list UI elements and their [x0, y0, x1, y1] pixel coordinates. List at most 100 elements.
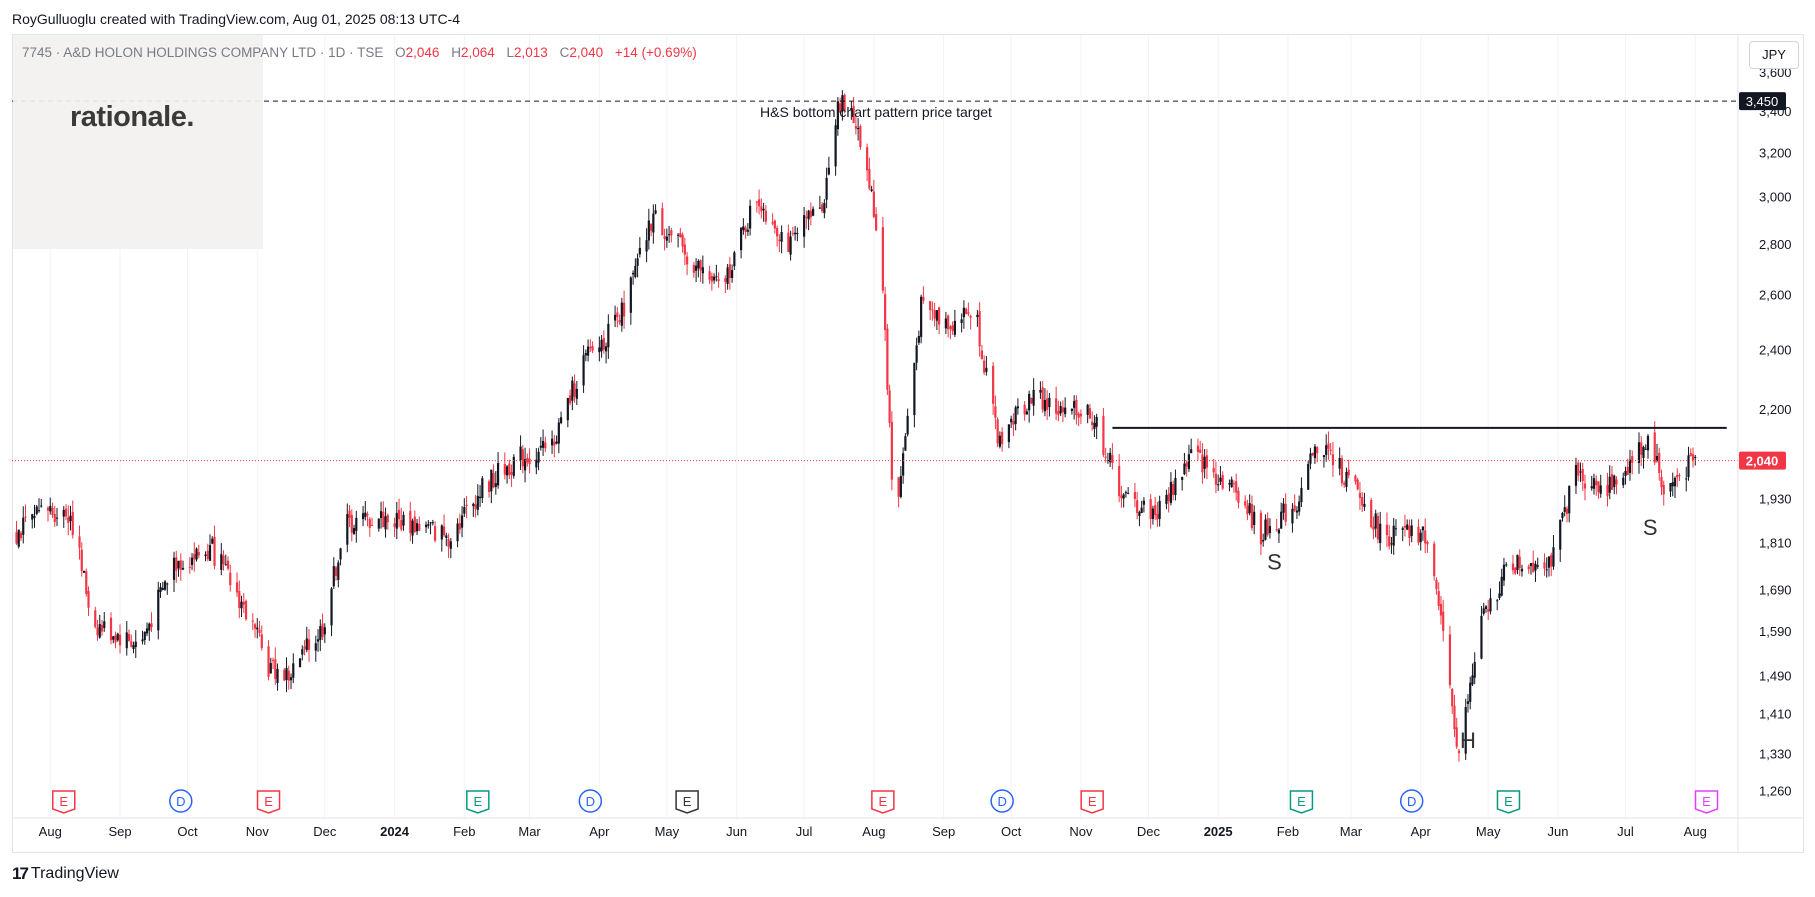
candle-body	[1406, 524, 1409, 530]
candle-body	[334, 567, 338, 576]
candle-body	[1455, 727, 1458, 747]
candle-body	[134, 641, 137, 648]
candle-body	[1660, 476, 1663, 488]
candle-body	[55, 517, 59, 519]
earnings-event-icon[interactable]	[1496, 790, 1521, 814]
candle-body	[292, 663, 295, 678]
candle-body	[992, 365, 995, 404]
candle-body	[80, 549, 83, 571]
candle-body	[713, 276, 716, 281]
candle-body	[1592, 478, 1596, 489]
candle-body	[1561, 512, 1564, 519]
candle-body	[505, 466, 509, 476]
candle-body	[528, 458, 531, 465]
candle-body	[843, 94, 846, 111]
tradingview-brand: TradingView	[30, 865, 119, 882]
candle-body	[875, 214, 878, 231]
candle-body	[805, 216, 808, 218]
candle-body	[1048, 397, 1051, 408]
earnings-event-icon[interactable]	[1080, 790, 1104, 814]
candle-body	[762, 208, 765, 211]
candle-body	[834, 125, 837, 167]
candle-body	[1563, 507, 1566, 512]
candle-body	[1025, 411, 1028, 415]
candle-body	[812, 208, 815, 216]
candle-body	[902, 453, 905, 476]
candle-body	[1532, 562, 1535, 573]
candle-body	[413, 516, 416, 532]
candle-body	[211, 538, 214, 544]
candle-body	[1547, 556, 1551, 568]
candle-body	[224, 564, 227, 566]
candle-body	[1232, 483, 1236, 485]
dividend-event-icon[interactable]	[578, 789, 603, 813]
candle-body	[1028, 393, 1031, 411]
candle-body	[906, 415, 909, 435]
earnings-event-icon[interactable]	[52, 790, 76, 814]
candle-body	[1122, 494, 1125, 499]
candle-body	[708, 271, 711, 280]
candle-body	[1322, 455, 1326, 458]
currency-button[interactable]: JPY	[1749, 41, 1799, 69]
candle-body	[321, 623, 324, 638]
candle-body	[1671, 482, 1674, 487]
candle-body	[1205, 455, 1209, 468]
candle-body	[242, 601, 245, 605]
candle-body	[1502, 564, 1506, 581]
candle-body	[541, 440, 545, 448]
earnings-event-icon[interactable]	[871, 790, 895, 814]
candle-body	[1559, 519, 1562, 550]
candle-body	[213, 536, 216, 566]
candle-body	[346, 514, 349, 545]
candle-body	[1313, 446, 1317, 459]
candle-body	[1622, 477, 1625, 486]
candle-body	[573, 383, 576, 397]
dividend-event-icon[interactable]	[990, 789, 1014, 813]
earnings-event-icon[interactable]	[1289, 790, 1314, 814]
candle-body	[836, 101, 839, 130]
candle-body	[172, 557, 176, 580]
candle-body	[1221, 475, 1224, 489]
chart-panel[interactable]	[12, 34, 1804, 853]
candle-body	[807, 210, 810, 220]
candle-body	[145, 628, 149, 634]
candle-body	[771, 222, 774, 224]
candle-body	[920, 296, 923, 337]
dividend-event-icon[interactable]	[169, 789, 193, 813]
earnings-event-icon[interactable]	[1694, 790, 1719, 814]
candle-body	[827, 167, 830, 175]
candle-body	[175, 557, 178, 571]
symbol-legend[interactable]: 7745 · A&D HOLON HOLDINGS COMPANY LTD · …	[22, 45, 697, 60]
candle-body	[913, 362, 916, 416]
candle-body	[967, 312, 970, 314]
candle-body	[492, 472, 495, 488]
earnings-event-icon[interactable]	[466, 790, 490, 814]
candle-body	[1615, 479, 1618, 485]
candle-body	[1032, 389, 1035, 406]
candle-body	[1487, 609, 1490, 612]
candle-body	[589, 346, 592, 349]
candle-body	[64, 508, 68, 517]
candle-body	[1264, 519, 1267, 540]
candle-body	[1421, 526, 1425, 531]
candle-body	[1149, 499, 1152, 520]
x-tick-label: May	[1476, 824, 1501, 839]
dividend-event-icon[interactable]	[1399, 789, 1424, 813]
candle-body	[1154, 505, 1157, 516]
candle-body	[1678, 475, 1681, 477]
candle-body	[400, 519, 403, 530]
earnings-event-icon[interactable]	[675, 790, 699, 814]
candle-body	[667, 234, 671, 236]
candle-body	[1266, 518, 1269, 535]
candle-body	[1640, 442, 1643, 455]
candle-body	[33, 516, 36, 518]
candle-body	[476, 495, 479, 510]
candle-body	[636, 258, 639, 266]
x-tick-label: May	[655, 824, 680, 839]
x-tick-label: Oct	[1001, 824, 1022, 839]
candle-body	[1372, 526, 1375, 530]
earnings-event-icon[interactable]	[256, 790, 281, 814]
candle-body	[1088, 408, 1092, 419]
tradingview-footer[interactable]: 17 TradingView	[12, 864, 119, 884]
